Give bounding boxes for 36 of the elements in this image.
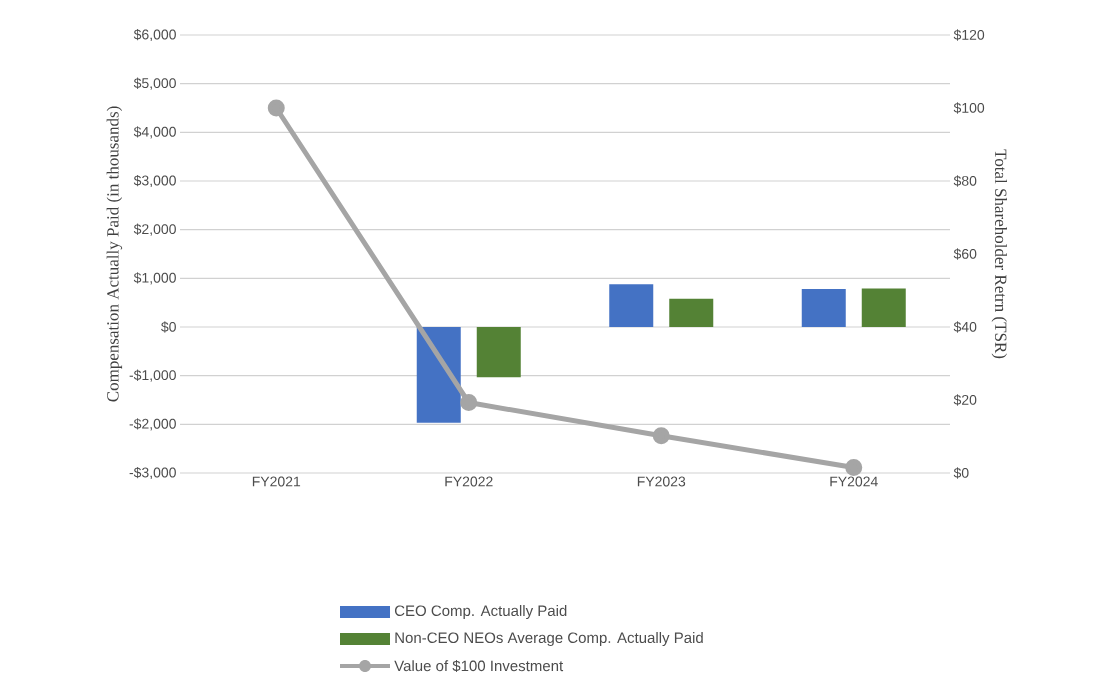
y2-tick-label: $80 [953,175,977,187]
bar [609,284,654,327]
x-tick-label: FY2021 [252,476,301,487]
y-axis-title: Compensation Actually Paid (in thousands) [106,106,123,402]
legend-label: Non-CEO NEOs Average Comp. Actually Paid [395,632,703,646]
bar [416,327,461,423]
y-tick-label: $5,000 [133,77,176,90]
y-tick-label: $2,000 [133,223,176,236]
bar [476,327,521,378]
x-tick-label: FY2022 [445,476,493,487]
y2-axis-title: Total Shareholder Retrn (TSR) [991,149,1007,359]
bar [801,289,846,327]
y2-tick-label: $60 [953,248,977,260]
y-tick-label: -$1,000 [129,369,176,382]
y-tick-label: $0 [161,321,176,333]
point [845,459,863,477]
point [652,427,670,445]
y-tick-label: $3,000 [133,174,176,188]
y2-tick-label: $0 [953,467,969,479]
y2-tick-label: $120 [953,29,985,41]
point [460,394,478,412]
x-tick-label: FY2024 [830,476,878,487]
legend-label: CEO Comp. Actually Paid [394,605,567,619]
y2-tick-label: $100 [953,102,985,114]
x-tick-label: FY2023 [637,476,686,487]
bar [669,298,714,327]
y2-tick-label: $40 [953,321,977,333]
y-tick-label: -$3,000 [129,466,176,480]
point [267,99,285,117]
y2-tick-label: $20 [953,394,977,406]
y-tick-label: $6,000 [133,28,176,42]
y-tick-label: -$2,000 [129,418,176,431]
bar [861,288,906,327]
y-tick-label: $1,000 [133,272,176,285]
legend-label: Value of $100 Investment [394,659,564,673]
y-tick-label: $4,000 [133,126,176,139]
